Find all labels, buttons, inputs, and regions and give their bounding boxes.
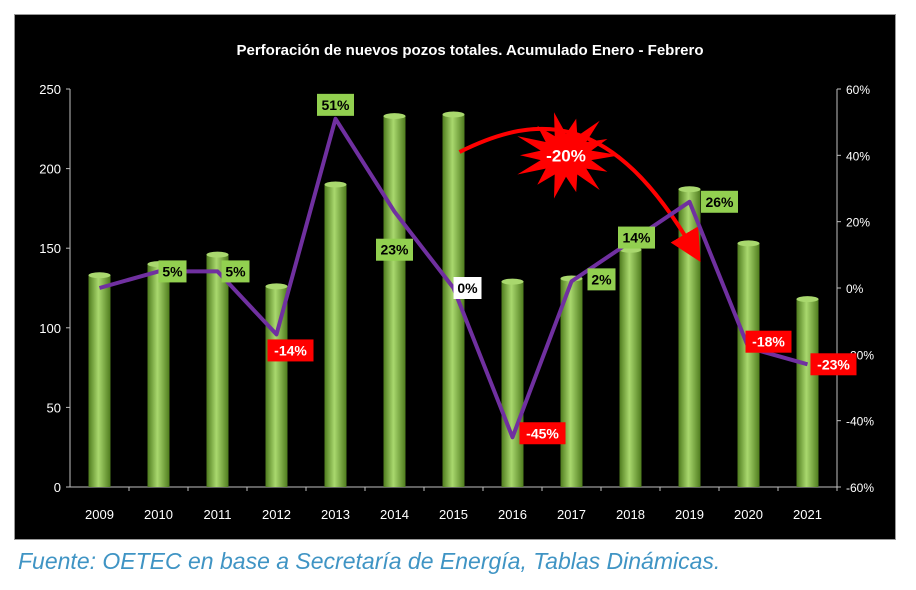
percent-label-box — [221, 260, 250, 283]
right-tick-label: 40% — [846, 149, 870, 163]
bar — [796, 299, 819, 487]
bar — [206, 254, 229, 487]
percent-label: -23% — [817, 356, 850, 372]
bar — [678, 189, 701, 487]
bar-cap — [501, 278, 524, 285]
left-tick-label: 100 — [39, 321, 61, 336]
chart-frame: Perforación de nuevos pozos totales. Acu… — [14, 14, 896, 540]
chart-title: Perforación de nuevos pozos totales. Acu… — [236, 42, 703, 59]
bar — [442, 114, 465, 488]
left-tick-label: 0 — [54, 480, 61, 495]
right-tick-label: 60% — [846, 83, 870, 97]
bar-cap — [737, 240, 760, 247]
callout-label: -20% — [546, 146, 586, 165]
x-tick-label: 2018 — [616, 507, 645, 522]
bar — [265, 286, 288, 487]
percent-label-box — [810, 353, 857, 376]
percent-label-box — [453, 277, 482, 299]
x-tick-label: 2015 — [439, 507, 468, 522]
percent-label-box — [317, 93, 354, 116]
bars — [88, 111, 819, 488]
percent-label: 2% — [591, 271, 612, 287]
source-note: Fuente: OETEC en base a Secretaría de En… — [18, 548, 721, 574]
percent-label-box — [267, 339, 314, 362]
right-axis: -60%-40%-20%0%20%40%60% — [836, 83, 874, 495]
bar-cap — [206, 251, 229, 258]
x-tick-label: 2021 — [793, 507, 822, 522]
left-tick-label: 200 — [39, 162, 61, 177]
right-tick-label: -60% — [846, 481, 874, 495]
x-tick-label: 2009 — [85, 507, 114, 522]
bar-cap — [442, 111, 465, 118]
x-tick-label: 2019 — [675, 507, 704, 522]
x-axis-labels: 2009 2010 2011 2012 2013 2014 2015 2016 2017 2018… — [85, 487, 838, 522]
percent-label: 51% — [321, 97, 350, 113]
x-tick-label: 2011 — [204, 507, 232, 522]
percent-label: 5% — [225, 263, 246, 279]
percent-label-box — [376, 238, 413, 261]
percent-labels: 5% 5% -14% 51% 23% 0% -45% 2% 14% 26% -18% -23% — [158, 93, 857, 445]
bar — [324, 184, 347, 487]
left-tick-label: 50 — [47, 400, 61, 415]
x-tick-label: 2012 — [262, 507, 291, 522]
percent-label-box — [618, 226, 655, 249]
x-tick-label: 2020 — [734, 507, 763, 522]
bar — [147, 264, 170, 487]
bar — [737, 243, 760, 487]
callout-starburst — [517, 112, 620, 199]
percent-label: -14% — [274, 342, 307, 358]
percent-label: 23% — [380, 242, 409, 258]
bar-cap — [265, 283, 288, 290]
percent-label: -45% — [526, 425, 559, 441]
percent-label-box — [587, 268, 616, 291]
right-tick-label: 20% — [846, 216, 870, 230]
left-tick-label: 250 — [39, 82, 61, 97]
bar — [383, 116, 406, 488]
x-tick-label: 2014 — [380, 507, 409, 522]
x-tick-label: 2016 — [498, 507, 527, 522]
bar-cap — [796, 296, 819, 303]
percent-label-box — [745, 330, 792, 353]
x-tick-label: 2010 — [144, 507, 173, 522]
bar — [501, 281, 524, 487]
bar-cap — [678, 186, 701, 193]
percent-label-box — [701, 190, 738, 213]
bar-cap — [88, 272, 111, 279]
percent-label-box — [158, 260, 187, 283]
bar — [619, 249, 642, 487]
percent-label: 0% — [457, 280, 478, 296]
x-tick-label: 2013 — [321, 507, 350, 522]
left-tick-label: 150 — [39, 241, 61, 256]
percent-label: 26% — [705, 194, 734, 210]
callout: -20% — [458, 112, 701, 262]
bar — [88, 275, 111, 487]
percent-label: 5% — [162, 263, 183, 279]
bar-cap — [324, 181, 347, 188]
bar-cap — [383, 113, 406, 120]
right-tick-label: 0% — [846, 282, 864, 296]
percent-label-box — [519, 422, 566, 445]
bar — [560, 278, 583, 487]
percent-label: 14% — [622, 230, 651, 246]
chart-svg: Perforación de nuevos pozos totales. Acu… — [15, 15, 895, 539]
x-tick-label: 2017 — [557, 507, 586, 522]
percent-label: -18% — [752, 334, 785, 350]
right-tick-label: -40% — [846, 415, 874, 429]
